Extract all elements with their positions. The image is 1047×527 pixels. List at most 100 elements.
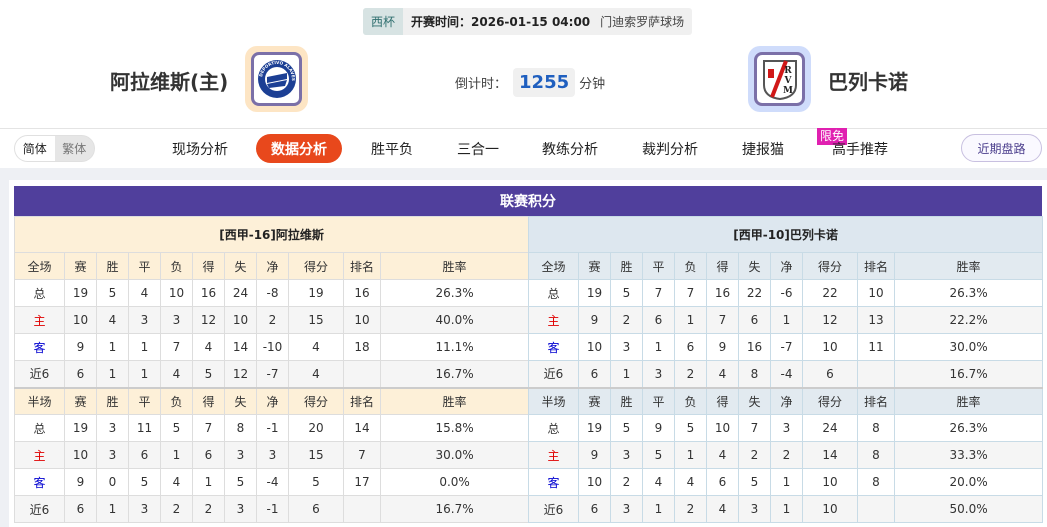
column-header: 全场: [528, 252, 579, 280]
table-cell: 7: [343, 441, 381, 469]
table-cell: 5: [674, 414, 707, 442]
tab-data-analysis[interactable]: 数据分析: [256, 134, 342, 163]
table-cell: 1: [642, 495, 675, 523]
row-label: 主: [14, 441, 65, 469]
column-header: 赛: [578, 386, 611, 415]
table-cell: 4: [160, 468, 193, 496]
column-header: 负: [160, 386, 193, 415]
table-cell: 7: [642, 279, 675, 307]
table-cell: 19: [288, 279, 344, 307]
tab-jiebaomao[interactable]: 捷报猫: [742, 141, 784, 158]
table-cell: 3: [160, 306, 193, 334]
table-cell: 11: [857, 333, 895, 361]
table-cell: 1: [96, 333, 129, 361]
table-cell: -7: [256, 360, 289, 388]
column-header: 得: [192, 386, 225, 415]
tab-win-draw-loss[interactable]: 胜平负: [371, 141, 413, 158]
column-header: 胜率: [893, 252, 1044, 280]
row-label: 近6: [528, 360, 579, 388]
row-label: 主: [528, 441, 579, 469]
table-cell: 1: [674, 441, 707, 469]
competition-label[interactable]: 西杯: [363, 8, 404, 35]
table-cell: 26.3%: [893, 279, 1044, 307]
table-cell: 19: [578, 414, 611, 442]
table-cell: -6: [770, 279, 803, 307]
table-cell: 2: [610, 468, 643, 496]
home-team-logo[interactable]: DEPORTIVO ALAVES: [245, 46, 308, 112]
table-cell: -1: [256, 495, 289, 523]
table-cell: 1: [160, 441, 193, 469]
table-cell: 10: [578, 333, 611, 361]
row-label: 客: [14, 468, 65, 496]
home-team-name[interactable]: 阿拉维斯(主): [110, 70, 229, 94]
table-cell: 6: [288, 495, 344, 523]
table-cell: 10: [706, 414, 739, 442]
countdown-value: 1255: [513, 68, 576, 97]
table-cell: 2: [674, 495, 707, 523]
tab-expert-picks[interactable]: 高手推荐: [832, 141, 888, 158]
table-cell: 1: [642, 333, 675, 361]
table-cell: 30.0%: [379, 441, 530, 469]
countdown: 倒计时： 1255 分钟: [455, 68, 605, 97]
table-cell: 26.3%: [379, 279, 530, 307]
table-cell: 6: [128, 441, 161, 469]
table-row: 近6 6 3 1 2 4 3 1 10 50.0%: [528, 495, 1044, 523]
tab-three-in-one[interactable]: 三合一: [457, 141, 499, 158]
table-cell: 3: [96, 441, 129, 469]
table-cell: 19: [578, 279, 611, 307]
table-cell: 1: [770, 306, 803, 334]
table-cell: 1: [96, 360, 129, 388]
column-header: 失: [738, 252, 771, 280]
column-header: 半场: [14, 386, 65, 415]
lang-traditional[interactable]: 繁体: [62, 142, 87, 156]
table-row: 客 9 1 1 7 4 14 -10 4 18 11.1%: [14, 333, 530, 361]
row-label: 客: [528, 333, 579, 361]
tab-live-analysis[interactable]: 现场分析: [172, 141, 228, 158]
away-team-name[interactable]: 巴列卡诺: [828, 70, 908, 94]
column-header: 得分: [802, 386, 858, 415]
column-header: 胜: [96, 386, 129, 415]
column-header: 胜: [610, 386, 643, 415]
table-cell: 20.0%: [893, 468, 1044, 496]
table-cell: 16: [738, 333, 771, 361]
table-cell: 2: [738, 441, 771, 469]
table-cell: 8: [857, 468, 895, 496]
column-header: 排名: [343, 386, 381, 415]
table-cell: 2: [160, 495, 193, 523]
tab-referee-analysis[interactable]: 裁判分析: [642, 141, 698, 158]
table-cell: 6: [642, 306, 675, 334]
table-cell: 16.7%: [379, 495, 530, 523]
table-cell: 7: [674, 279, 707, 307]
table-cell: -1: [256, 414, 289, 442]
table-cell: 6: [64, 360, 97, 388]
lang-simplified[interactable]: 简体: [15, 136, 55, 161]
table-cell: 5: [160, 414, 193, 442]
table-cell: 17: [343, 468, 381, 496]
table-cell: 2: [192, 495, 225, 523]
table-row: 近6 6 1 1 4 5 12 -7 4 16.7%: [14, 360, 530, 388]
table-cell: 14: [224, 333, 257, 361]
table-row: 总 19 3 11 5 7 8 -1 20 14 15.8%: [14, 414, 530, 442]
table-cell: 26.3%: [893, 414, 1044, 442]
column-header: 平: [128, 386, 161, 415]
nav-bar: 简体 繁体 现场分析 数据分析 胜平负 三合一 教练分析 裁判分析 捷报猫 限免…: [0, 128, 1047, 168]
table-cell: 5: [192, 360, 225, 388]
table-row: 近6 6 1 3 2 2 3 -1 6 16.7%: [14, 495, 530, 523]
table-cell: 8: [857, 441, 895, 469]
away-team-logo[interactable]: RVM: [748, 46, 811, 112]
table-cell: 1: [96, 495, 129, 523]
table-cell: 8: [224, 414, 257, 442]
table-cell: 33.3%: [893, 441, 1044, 469]
table-cell: 0.0%: [379, 468, 530, 496]
countdown-label: 倒计时：: [455, 77, 508, 92]
recent-trends-button[interactable]: 近期盘路: [961, 134, 1042, 162]
table-cell: 18: [343, 333, 381, 361]
table-cell: 10: [64, 306, 97, 334]
table-cell: 7: [160, 333, 193, 361]
table-cell: 2: [610, 306, 643, 334]
tab-coach-analysis[interactable]: 教练分析: [542, 141, 598, 158]
table-cell: 2: [674, 360, 707, 388]
alaves-crest-icon: DEPORTIVO ALAVES: [257, 60, 296, 98]
half-header-row: 半场赛胜平负得失净得分 排名 胜率: [528, 386, 1044, 415]
full-header-row: 全场赛胜平负得失净得分 排名 胜率: [528, 252, 1044, 280]
